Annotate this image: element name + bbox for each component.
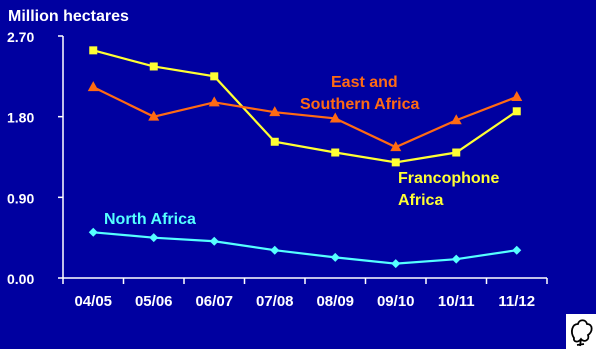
data-point-east-and-southern-africa	[87, 81, 99, 92]
label-east-southern-line1: East and	[331, 74, 398, 91]
y-axis-label: Million hectares	[8, 8, 129, 25]
data-point-north-africa	[391, 259, 401, 269]
data-point-francophone-africa	[210, 72, 219, 81]
data-point-east-and-southern-africa	[390, 141, 402, 152]
data-point-east-and-southern-africa	[148, 110, 160, 121]
series-line-north-africa	[93, 231, 517, 265]
x-tick-label: 07/08	[256, 293, 294, 310]
data-point-east-and-southern-africa	[208, 96, 220, 107]
x-tick-label: 10/11	[438, 293, 475, 310]
data-point-east-and-southern-africa	[450, 114, 462, 125]
data-point-east-and-southern-africa	[511, 90, 523, 101]
data-point-francophone-africa	[270, 137, 279, 146]
y-tick-label: 0.90	[7, 190, 34, 206]
x-tick-labels: 04/05 05/06 06/07 07/08 08/09 09/10 10/11 11/12	[74, 293, 535, 310]
y-tick-label: 0.00	[7, 271, 34, 287]
y-tick-label: 1.80	[7, 110, 34, 126]
x-tick-label: 05/06	[135, 293, 173, 310]
x-tick-label: 09/10	[377, 293, 415, 310]
data-point-north-africa	[270, 245, 280, 255]
label-east-southern-line2: Southern Africa	[300, 96, 420, 113]
data-point-north-africa	[330, 252, 340, 262]
cotton-boll-icon	[566, 314, 596, 349]
data-point-francophone-africa	[149, 62, 158, 71]
data-point-north-africa	[209, 236, 219, 246]
x-tick-label: 04/05	[74, 293, 112, 310]
series-line-east-and-southern-africa	[92, 86, 518, 149]
x-tick-label: 06/07	[195, 293, 233, 310]
series-line-francophone-africa	[92, 49, 518, 164]
axes	[58, 35, 548, 284]
data-point-east-and-southern-africa	[269, 106, 281, 117]
data-point-francophone-africa	[512, 107, 521, 116]
y-tick-label: 2.70	[7, 29, 34, 45]
label-francophone-line1: Francophone	[398, 170, 499, 187]
data-point-north-africa	[451, 254, 461, 264]
label-north-africa: North Africa	[104, 211, 196, 228]
data-point-north-africa	[149, 233, 159, 243]
data-point-francophone-africa	[391, 158, 400, 167]
x-tick-label: 08/09	[316, 293, 354, 310]
series-group	[87, 46, 523, 269]
data-point-north-africa	[512, 245, 522, 255]
data-point-francophone-africa	[89, 46, 98, 55]
data-point-francophone-africa	[331, 148, 340, 157]
data-point-francophone-africa	[452, 148, 461, 157]
x-tick-label: 11/12	[498, 293, 535, 310]
data-point-east-and-southern-africa	[329, 112, 341, 123]
label-francophone-line2: Africa	[398, 192, 443, 209]
y-tick-labels: 0.00 0.90 1.80 2.70	[7, 29, 34, 287]
data-point-north-africa	[88, 227, 98, 237]
